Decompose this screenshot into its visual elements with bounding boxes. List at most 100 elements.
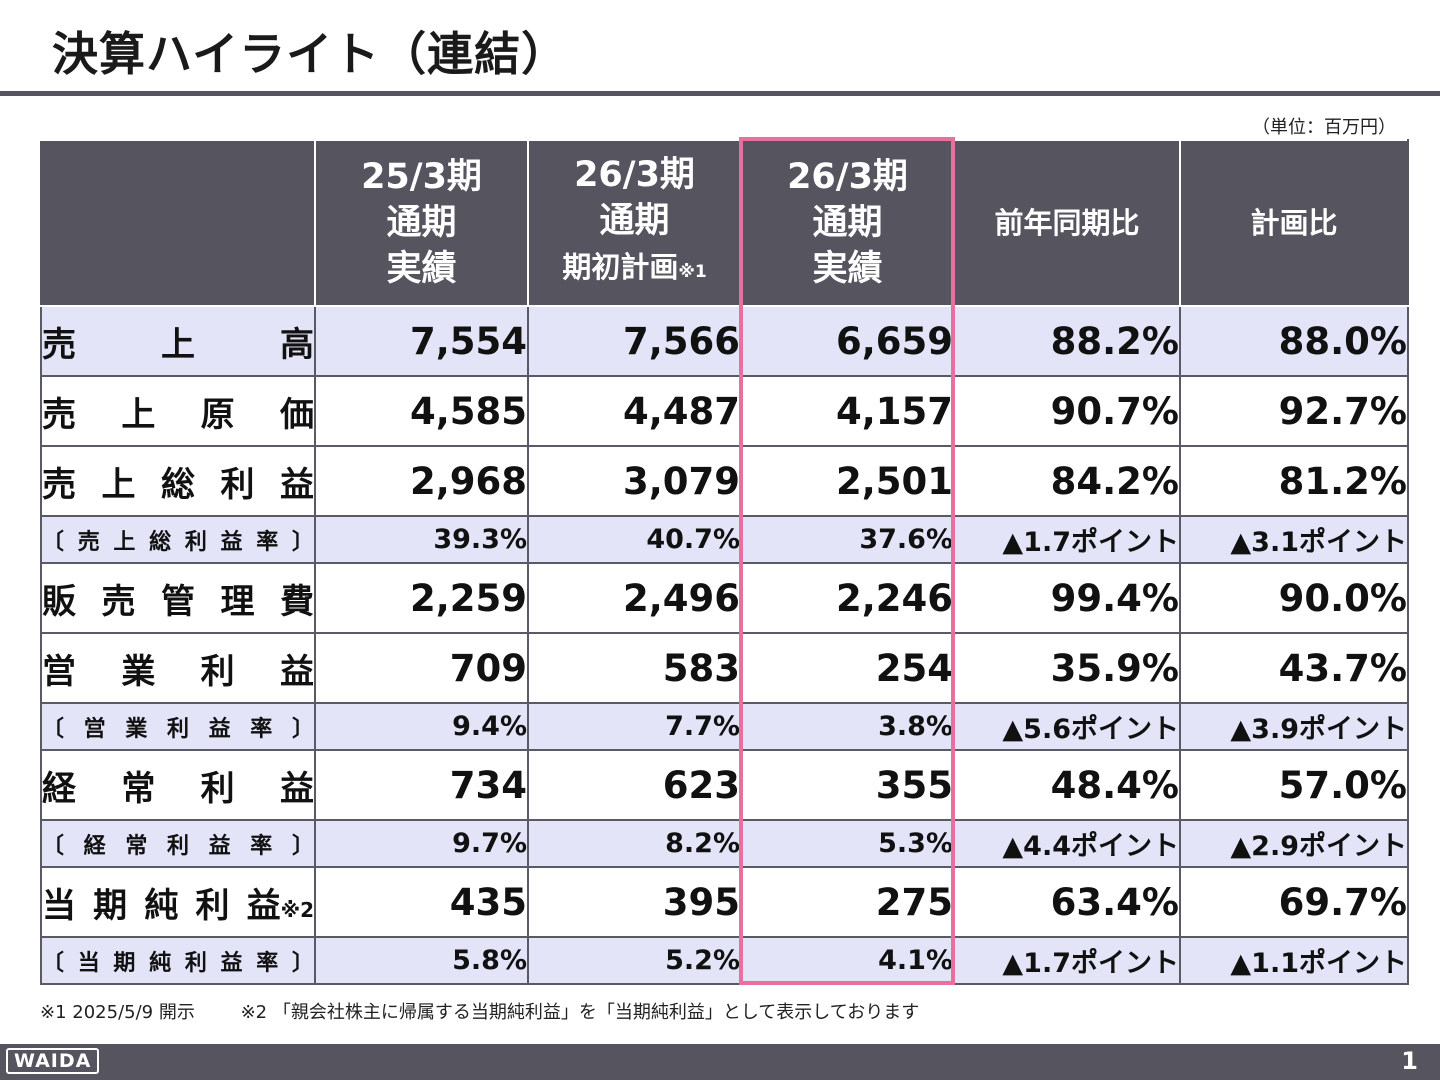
value-cell: 2,496 xyxy=(527,562,742,634)
value-cell: 99.4% xyxy=(953,562,1181,634)
header-fy25-actual: 25/3期 通期 実績 xyxy=(314,139,529,307)
value-cell: 88.0% xyxy=(1179,305,1409,377)
header-fy26-plan: 26/3期 通期 期初計画※1 xyxy=(527,139,742,307)
row-label-char: 高 xyxy=(280,324,314,365)
value-cell: 4,585 xyxy=(314,375,529,447)
row-label: 当期純利益※2 xyxy=(43,878,314,927)
value-cell: 2,968 xyxy=(314,445,529,517)
value-cell: ▲1.7ポイント xyxy=(953,515,1181,564)
row-label-char: 総 xyxy=(149,529,172,555)
row-label-char: 〕 xyxy=(291,529,314,555)
header-line: 実績 xyxy=(812,249,883,289)
unit-note: （単位：百万円） xyxy=(1252,117,1396,138)
value-cell: 709 xyxy=(314,632,529,704)
row-label-char: 業 xyxy=(125,716,148,742)
row-label-char: 利 xyxy=(166,833,189,859)
row-label-char: 〔 xyxy=(42,716,65,742)
table-row: 〔当期純利益率〕 5.8% 5.2% 4.1% ▲1.7ポイント ▲1.1ポイント xyxy=(40,936,1409,985)
row-label-char: 売 xyxy=(42,324,76,365)
row-label: 〔営業利益率〕 xyxy=(42,711,314,743)
header-line: 26/3期 xyxy=(574,154,695,195)
value-cell: 48.4% xyxy=(953,749,1181,821)
row-label-char: 業 xyxy=(121,651,156,692)
value-cell: 90.0% xyxy=(1179,562,1409,634)
footnotes: ※1 2025/5/9 開示 ※2 「親会社株主に帰属する当期純利益」を「当期純… xyxy=(40,998,959,1024)
row-label-char: 売 xyxy=(77,529,100,555)
row-label-char: 率 xyxy=(256,950,279,976)
row-label-cell: 〔経常利益率〕 xyxy=(40,819,316,868)
footnote-2: ※2 「親会社株主に帰属する当期純利益」を「当期純利益」として表示しております xyxy=(240,1002,920,1023)
value-cell: 4,157 xyxy=(740,375,955,447)
row-label-char: 利 xyxy=(195,885,230,926)
row-label-char: 益 xyxy=(208,833,231,859)
row-label-char: 費 xyxy=(280,581,314,622)
value-cell: ▲3.9ポイント xyxy=(1179,702,1409,751)
value-cell: 37.6% xyxy=(740,515,955,564)
value-cell: 2,259 xyxy=(314,562,529,634)
row-label-char: 売 xyxy=(42,394,76,435)
value-cell: 88.2% xyxy=(953,305,1181,377)
value-cell: 81.2% xyxy=(1179,445,1409,517)
row-label: 売上高 xyxy=(42,317,314,366)
row-label-char: 総 xyxy=(161,464,195,505)
value-cell: 35.9% xyxy=(953,632,1181,704)
row-label-char: 常 xyxy=(125,833,148,859)
page-title: 決算ハイライト（連結） xyxy=(52,27,569,81)
row-label-char: 利 xyxy=(220,464,255,505)
financial-highlights-table: 25/3期 通期 実績 26/3期 通期 期初計画※1 26/3期 通期 実績 … xyxy=(40,139,1409,985)
row-label-cell: 販売管理費 xyxy=(40,562,316,634)
value-cell: ▲5.6ポイント xyxy=(953,702,1181,751)
row-label-char: 益 xyxy=(208,716,231,742)
row-label-char: 利 xyxy=(184,529,207,555)
value-cell: ▲2.9ポイント xyxy=(1179,819,1409,868)
row-label-char: 益 xyxy=(220,950,243,976)
row-label-char: 管 xyxy=(161,581,195,622)
value-cell: 395 xyxy=(527,866,742,938)
value-cell: 57.0% xyxy=(1179,749,1409,821)
value-cell: ▲3.1ポイント xyxy=(1179,515,1409,564)
value-cell: ▲1.7ポイント xyxy=(953,936,1181,985)
row-label-cell: 経常利益 xyxy=(40,749,316,821)
row-label-char: 経 xyxy=(42,768,76,809)
row-label-char: 営 xyxy=(83,716,106,742)
row-label-char: 〕 xyxy=(291,716,314,742)
value-cell: 4,487 xyxy=(527,375,742,447)
header-line: 通期 xyxy=(599,200,670,241)
value-cell: 435 xyxy=(314,866,529,938)
row-label-char: 益 xyxy=(280,464,314,505)
row-label-char: 売 xyxy=(101,581,136,622)
header-fy26-actual: 26/3期 通期 実績 xyxy=(740,139,955,307)
table-row: 売上総利益 2,968 3,079 2,501 84.2% 81.2% xyxy=(40,445,1409,517)
header-line: 前年同期比 xyxy=(994,206,1140,240)
row-label-char: 上 xyxy=(101,464,136,505)
footnote-marker: ※2 xyxy=(280,897,314,922)
value-cell: ▲4.4ポイント xyxy=(953,819,1181,868)
value-cell: 7,554 xyxy=(314,305,529,377)
footnote-marker: ※1 xyxy=(678,261,707,282)
value-cell: 4.1% xyxy=(740,936,955,985)
row-label-char: 〔 xyxy=(42,950,65,976)
row-label-cell: 売上原価 xyxy=(40,375,316,447)
value-cell: 69.7% xyxy=(1179,866,1409,938)
header-line: 実績 xyxy=(386,249,457,289)
table-row: 売 上 高 7,554 7,566 6,659 88.2% 88.0% xyxy=(40,305,1409,377)
row-label-char: 益 xyxy=(279,651,314,692)
value-cell: 40.7% xyxy=(527,515,742,564)
header-vs-plan: 計画比 xyxy=(1179,139,1409,307)
row-label-char: 純 xyxy=(149,950,172,976)
header-line: 通期 xyxy=(812,203,883,243)
value-cell: ▲1.1ポイント xyxy=(1179,936,1409,985)
footnote-1: ※1 2025/5/9 開示 xyxy=(40,1002,195,1023)
table-row: 売 上 原 価 4,585 4,487 4,157 90.7% 92.7% xyxy=(40,375,1409,447)
page-number: 1 xyxy=(1401,1047,1418,1075)
row-label: 売上総利益 xyxy=(43,457,314,506)
row-label-char: 上 xyxy=(113,529,136,555)
value-cell: 734 xyxy=(314,749,529,821)
row-label-cell: 当期純利益※2 xyxy=(40,866,316,938)
row-label: 販売管理費 xyxy=(43,574,314,623)
header-yoy: 前年同期比 xyxy=(953,139,1181,307)
header-line: 25/3期 xyxy=(361,157,482,197)
value-cell: 2,501 xyxy=(740,445,955,517)
value-cell: 2,246 xyxy=(740,562,955,634)
value-cell: 355 xyxy=(740,749,955,821)
